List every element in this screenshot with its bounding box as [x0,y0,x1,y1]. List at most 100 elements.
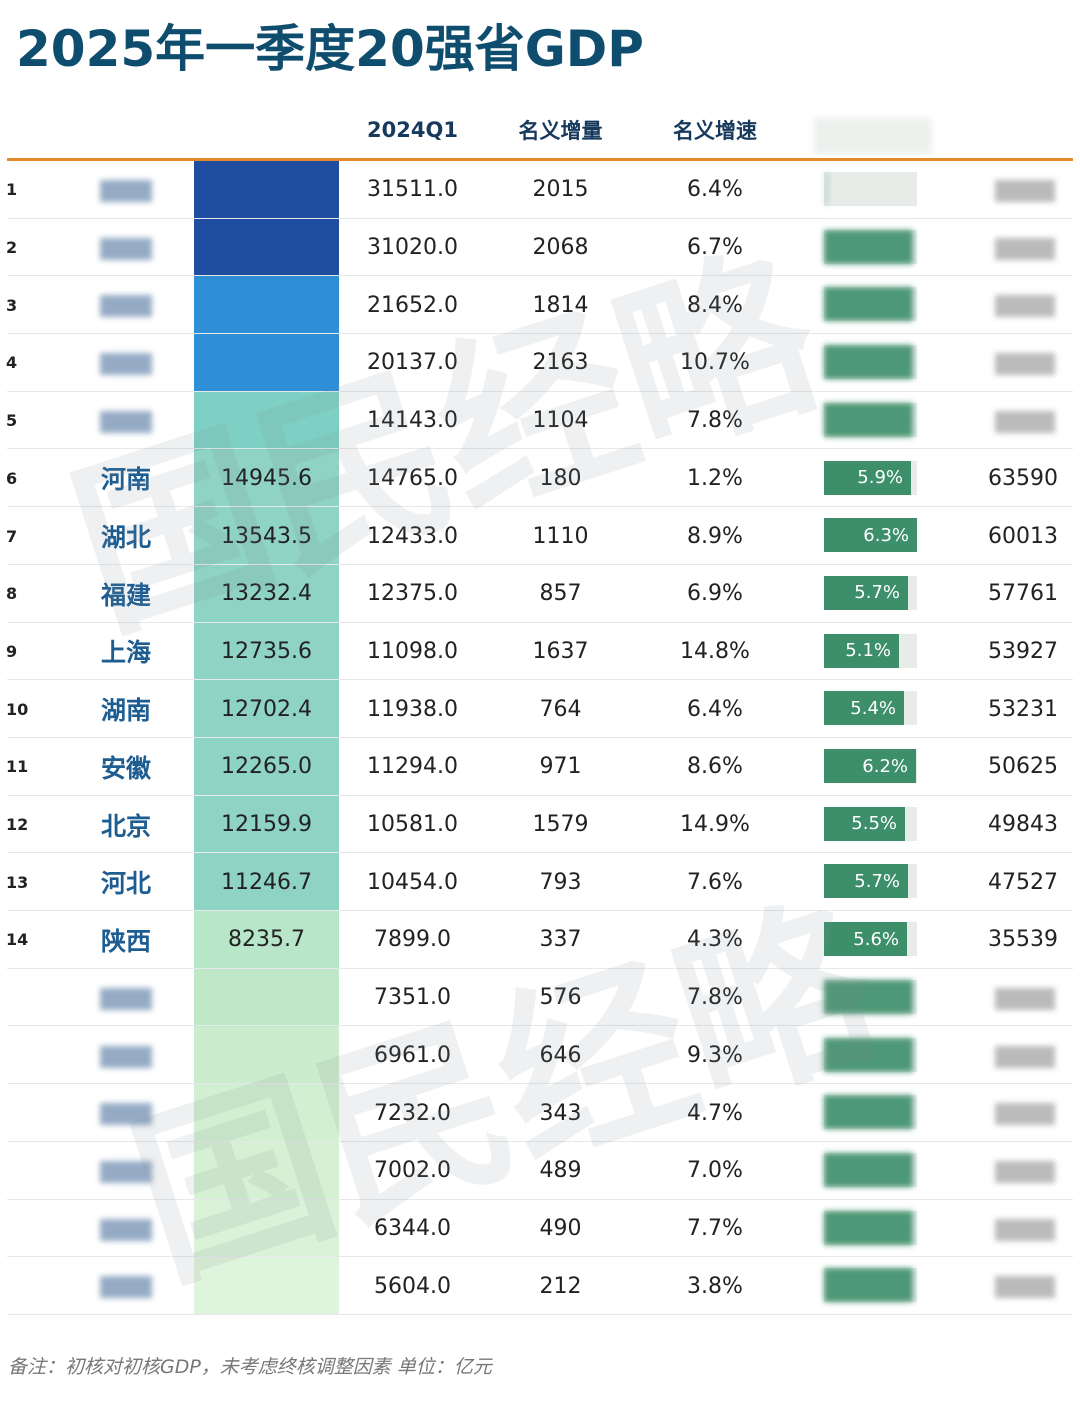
q1-2024-value: 10581.0 [367,812,458,838]
blurred-per-capita [995,1218,1055,1241]
table-row: 7002.0 489 7.0% [0,1141,1080,1201]
rate-value: 7.0% [687,1158,743,1184]
blurred-province [100,180,152,202]
table-row: 6961.0 646 9.3% [0,1026,1080,1085]
province-label: 湖北 [100,523,151,553]
row-divider [7,1140,1073,1142]
rank-label [6,1257,32,1315]
rate-value: 6.4% [687,696,743,722]
table-row: 8 福建 13232.4 12375.0 857 6.9% 57761 5.7% [0,564,1080,624]
blurred-province [100,1045,152,1068]
gdp-value: 12702.4 [221,696,312,722]
rank-label: 6 [6,468,18,488]
blurred-per-capita [995,237,1055,260]
gdp-cell-background [194,853,339,912]
blurred-per-capita [995,1276,1055,1299]
table-row: 1 31511.0 2015 6.4% [0,161,1080,220]
gdp-cell-background [194,795,339,854]
per-capita-value: 50625 [988,754,1058,780]
blurred-per-capita [995,1103,1055,1126]
rank-label: 1 [6,180,18,200]
per-capita-value: 53231 [988,696,1058,722]
row-divider [7,1083,1073,1085]
province-label: 福建 [100,580,151,610]
province-label: 湖南 [100,696,151,726]
row-divider [7,506,1073,508]
blurred-province [100,1160,152,1183]
gdp-cell-background [194,334,339,393]
blurred-per-capita [995,180,1055,202]
q1-2024-value: 11294.0 [367,754,458,780]
province-label: 陕西 [100,926,151,956]
rate-value: 7.8% [687,985,743,1011]
rank-label: 2 [6,238,18,258]
table-row: 7 湖北 13543.5 12433.0 1110 8.9% 60013 6.3% [0,507,1080,566]
blurred-per-capita [995,1160,1055,1183]
rate-value: 6.7% [687,235,743,261]
rank-label [6,1027,32,1085]
per-capita-value: 49843 [988,812,1058,838]
blurred-per-capita [995,353,1055,376]
increase-value: 1104 [532,408,589,434]
q1-2024-value: 7002.0 [374,1158,451,1184]
gdp-value: 13232.4 [221,581,312,607]
rate-value: 4.7% [687,1100,743,1126]
gdp-cell-background [194,276,339,335]
real-growth-bar [824,1095,913,1130]
real-growth-label: 5.4% [850,697,896,719]
blurred-province [100,1103,152,1126]
real-growth-bar [824,1152,913,1187]
increase-value: 793 [539,869,582,895]
real-growth-bar: 5.7% [824,575,908,610]
rate-value: 1.2% [687,465,743,491]
real-growth-bar [824,979,913,1014]
blurred-province [100,1276,152,1299]
row-divider [7,390,1073,392]
real-growth-bar: 5.9% [824,460,911,495]
real-growth-bar [824,172,829,206]
per-capita-value: 47527 [988,869,1058,895]
blurred-province [100,353,152,376]
real-growth-label: 5.7% [854,870,900,892]
rate-value: 4.3% [687,927,743,953]
rate-value: 8.4% [687,292,743,318]
rate-value: 7.7% [687,1215,743,1241]
per-capita-value: 53927 [988,638,1058,664]
table-row: 6 河南 14945.6 14765.0 180 1.2% 63590 5.9% [0,449,1080,508]
q1-2024-value: 21652.0 [367,292,458,318]
gdp-cell-background [194,391,339,450]
gdp-cell-background [194,161,339,220]
blurred-province [100,1218,152,1241]
row-divider [7,910,1073,912]
increase-value: 1579 [532,812,589,838]
row-divider [7,967,1073,969]
blurred-per-capita [995,295,1055,318]
blurred-per-capita [995,1045,1055,1068]
gdp-value [194,219,339,277]
real-growth-bar: 5.7% [824,864,908,899]
per-capita-value: 35539 [988,927,1058,953]
gdp-value [194,392,339,450]
rank-label: 5 [6,411,18,431]
table-row: 14 陕西 8235.7 7899.0 337 4.3% 35539 5.6% [0,911,1080,970]
rate-value: 7.8% [687,408,743,434]
table-row: 6344.0 490 7.7% [0,1199,1080,1258]
row-divider [7,563,1073,565]
table-row: 7351.0 576 7.8% [0,968,1080,1027]
q1-2024-value: 12375.0 [367,581,458,607]
increase-value: 489 [539,1158,582,1184]
header-blurred [814,118,932,154]
row-divider [7,275,1073,277]
rank-label: 10 [6,699,29,719]
row-divider [7,1313,1073,1315]
table-row: 12 北京 12159.9 10581.0 1579 14.9% 49843 5.5% [0,795,1080,854]
increase-value: 971 [539,754,582,780]
table-row: 4 20137.0 2163 10.7% [0,334,1080,393]
real-growth-bar [824,1268,913,1303]
row-divider [7,1025,1073,1027]
province-label: 上海 [100,638,151,668]
rank-label: 14 [6,930,29,950]
q1-2024-value: 7232.0 [374,1100,451,1126]
rate-value: 8.6% [687,754,743,780]
gdp-value [194,276,339,334]
